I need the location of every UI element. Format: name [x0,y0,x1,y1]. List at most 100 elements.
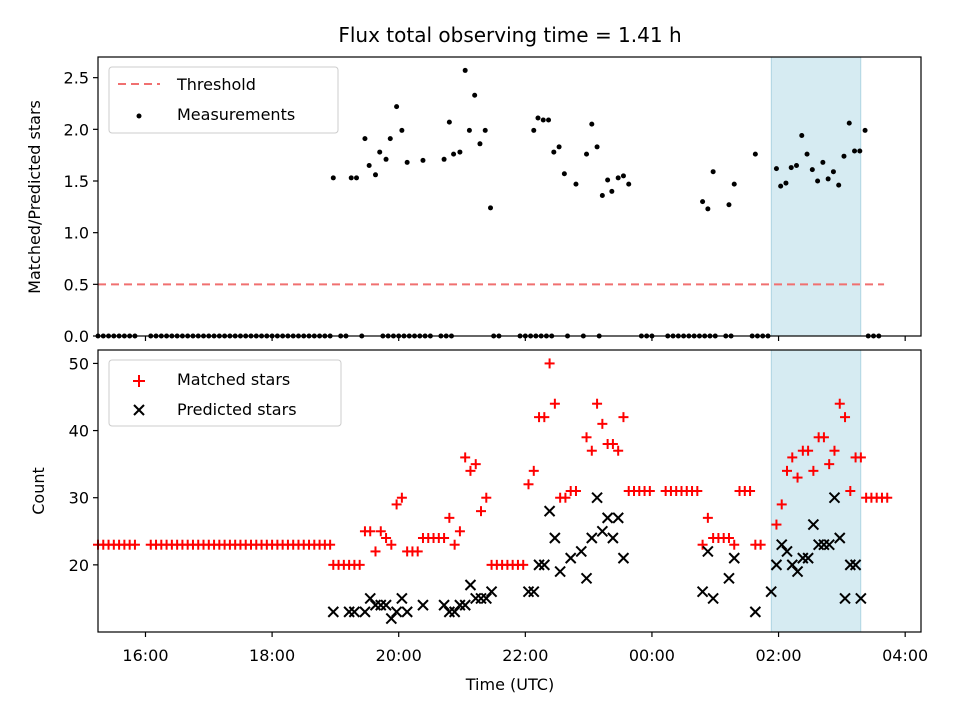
measurement-point [584,151,590,157]
bottom-plot-frame [97,349,922,633]
matched-star-point [549,398,560,409]
matched-star-point [723,533,734,543]
matched-star-point [613,445,624,456]
predicted-star-point [580,572,593,584]
matched-star-point [381,533,392,543]
matched-star-point [592,398,603,409]
predicted-star-point [855,592,867,605]
measurement-point [752,151,758,157]
matched-star-point [396,492,407,503]
predicted-star-point [549,532,561,544]
matched-star-point [855,452,866,463]
measurement-point [609,188,615,194]
predicted-star-point [554,565,566,578]
legend-measurements-label: Measurements [177,105,295,124]
matched-star-point [702,512,713,523]
measurement-point [773,166,779,172]
y-tick-label: 40 [69,422,89,441]
legend-matched-swatch [133,375,145,387]
measurement-point [836,182,842,188]
matched-star-point [882,492,893,503]
predicted-star-point [696,586,709,598]
top-legend-box [108,66,339,134]
measurement-point [535,115,541,121]
measurement-point [540,117,546,123]
predicted-star-point [849,559,862,571]
matched-star-point [824,459,835,470]
measurement-point [705,206,711,212]
measurement-point [377,149,383,155]
predicted-star-point [528,586,540,598]
y-tick-label: 2.0 [64,120,89,139]
predicted-star-point [385,612,398,625]
predicted-star-point [607,532,619,544]
top-y-axis-label: Matched/Predicted stars [25,100,44,294]
predicted-star-point [807,518,820,531]
y-tick-label: 1.5 [64,172,89,191]
predicted-star-point [781,545,793,558]
measurement-point [710,169,716,175]
measurement-point [531,127,537,133]
predicted-star-point [364,592,376,605]
measurement-point [372,172,378,178]
matched-star-point [528,465,539,476]
measurement-point [466,127,472,133]
legend-predicted-swatch [133,404,145,416]
measurement-point [815,178,821,184]
bottom-y-axis: 20 30 40 50 [69,354,98,575]
bottom-y-axis-label: Count [29,467,48,515]
measurement-point [546,117,552,123]
top-plot-frame [97,56,922,337]
measurement-point [700,199,706,205]
measurement-point [726,202,732,208]
x-tick-label: 00:00 [629,646,675,665]
matched-star-point [518,559,529,570]
matched-star-point [745,486,756,496]
measurement-point [383,156,389,162]
matched-star-point [755,539,766,550]
x-tick-label: 18:00 [249,646,295,665]
predicted-star-point [390,606,403,618]
measurement-point [362,136,368,142]
matched-star-point [607,439,618,449]
measurement-point [830,169,836,175]
predicted-star-point [839,592,851,605]
predicted-star-point [417,599,429,611]
measurement-point [462,67,468,73]
predicted-star-point [612,512,624,524]
measurement-point [387,136,393,142]
measurement-point [488,205,494,211]
measurement-point [846,120,852,126]
matched-star-point [729,539,740,550]
matched-star-point [370,546,381,557]
matched-star-point [560,492,571,503]
measurement-point [451,151,457,157]
measurement-point [394,104,400,110]
measurement-point [441,156,447,162]
measurement-point [354,175,360,181]
x-tick-label: 20:00 [376,646,422,665]
predicted-star-point [586,532,598,544]
matched-star-point [829,445,840,456]
legend-measurements-swatch [136,113,142,119]
matched-star-point [470,459,481,470]
matched-star-point [818,432,829,443]
measurement-point [446,119,452,125]
top-y-axis: 0.0 0.5 1.0 1.5 2.0 2.5 [64,69,98,346]
matched-star-point [449,539,460,550]
matched-star-point [581,432,592,443]
measurement-point [862,127,868,133]
top-highlight-span [770,56,862,337]
matched-star-point [386,539,397,550]
y-tick-label: 20 [69,556,89,575]
predicted-star-point [749,606,762,618]
measurement-point [778,183,784,189]
matched-star-point [771,519,782,530]
predicted-star-point [791,565,804,578]
bottom-legend: Matched stars Predicted stars [108,359,342,427]
matched-star-point [840,412,851,423]
predicted-star-point [533,559,545,571]
measurement-point [626,181,632,187]
measurement-point [809,167,815,173]
matched-star-point [481,492,492,503]
